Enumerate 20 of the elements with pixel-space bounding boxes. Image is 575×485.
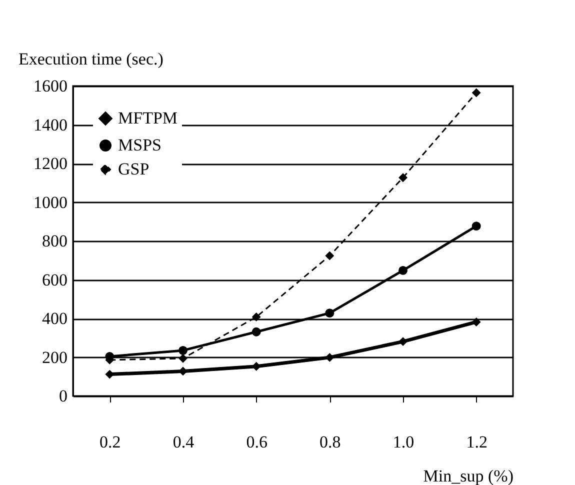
y-tick-label: 800: [42, 232, 68, 250]
y-tick-label: 1400: [34, 115, 68, 134]
y-tick-label: 0: [59, 386, 68, 406]
y-tick-label: 1600: [34, 76, 68, 96]
legend-label: MSPS: [118, 136, 162, 154]
x-tick-label: 1.2: [466, 432, 488, 452]
y-tick-label: 600: [42, 270, 68, 290]
y-tick-label: 200: [42, 348, 68, 367]
y-axis-title: Execution time (sec.): [18, 50, 164, 68]
legend-label: MFTPM: [118, 108, 178, 128]
x-tick-label: 0.6: [246, 432, 268, 452]
x-tick-label: 0.2: [100, 432, 121, 452]
legend-label: GSP: [118, 160, 150, 178]
x-tick-label: 0.4: [172, 432, 195, 452]
y-tick-label: 1200: [34, 154, 68, 173]
x-tick-label: 1.0: [392, 432, 414, 452]
x-tick-label: 0.8: [320, 432, 341, 452]
y-tick-label: 1000: [34, 192, 68, 212]
y-tick-label: 400: [42, 309, 68, 328]
x-axis-title: Min_sup (%): [423, 466, 514, 485]
